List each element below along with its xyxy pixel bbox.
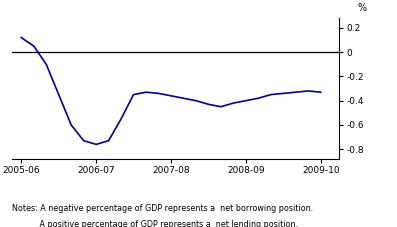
Text: Notes: A negative percentage of GDP represents a  net borrowing position.: Notes: A negative percentage of GDP repr… (12, 204, 313, 213)
Text: %: % (357, 2, 366, 12)
Text: A positive percentage of GDP represents a  net lending position.: A positive percentage of GDP represents … (12, 220, 298, 227)
